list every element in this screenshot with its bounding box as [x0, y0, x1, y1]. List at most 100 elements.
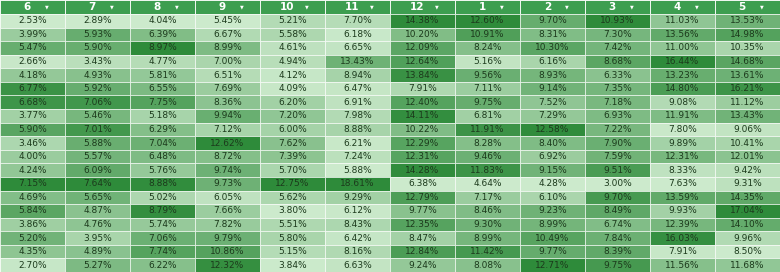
Bar [325, 218, 390, 231]
Text: 7.98%: 7.98% [343, 111, 372, 120]
Text: 6.81%: 6.81% [473, 111, 502, 120]
Text: 7.64%: 7.64% [83, 179, 112, 188]
Text: 12.58%: 12.58% [535, 125, 569, 134]
Text: 8.99%: 8.99% [473, 234, 502, 243]
Text: 10.35%: 10.35% [730, 44, 764, 52]
Text: 7.91%: 7.91% [668, 247, 697, 256]
Bar [65, 190, 130, 204]
Bar [130, 204, 195, 218]
Text: 2.70%: 2.70% [18, 261, 47, 270]
Bar [390, 123, 455, 136]
Text: 14.35%: 14.35% [730, 193, 764, 202]
Text: 8.50%: 8.50% [733, 247, 762, 256]
Text: 12.64%: 12.64% [406, 57, 440, 66]
Bar [130, 82, 195, 95]
Bar [65, 55, 130, 68]
Text: 12.84%: 12.84% [406, 247, 440, 256]
Text: 7.35%: 7.35% [603, 84, 632, 93]
Text: 9: 9 [218, 2, 226, 12]
Text: 4.24%: 4.24% [18, 166, 47, 175]
Text: 4.77%: 4.77% [148, 57, 177, 66]
Text: 5.81%: 5.81% [148, 71, 177, 80]
Text: 12: 12 [410, 2, 424, 12]
Bar [260, 190, 325, 204]
Bar [650, 14, 715, 27]
Text: 6.20%: 6.20% [278, 98, 307, 107]
Text: 7.04%: 7.04% [148, 138, 177, 147]
Bar [325, 136, 390, 150]
Bar [65, 41, 130, 55]
Text: 10.30%: 10.30% [535, 44, 569, 52]
Bar [455, 68, 520, 82]
Text: ▼: ▼ [45, 5, 48, 10]
Bar [455, 177, 520, 190]
Text: 6.18%: 6.18% [343, 30, 372, 39]
Text: 13.43%: 13.43% [340, 57, 374, 66]
Text: 9.93%: 9.93% [668, 206, 697, 215]
Text: 17.04%: 17.04% [730, 206, 764, 215]
Text: 9.77%: 9.77% [408, 206, 437, 215]
Text: 4.94%: 4.94% [278, 57, 307, 66]
Bar [260, 109, 325, 123]
Text: 2: 2 [544, 2, 551, 12]
Bar [390, 109, 455, 123]
Bar [455, 245, 520, 258]
Text: 5.27%: 5.27% [83, 261, 112, 270]
Bar [65, 218, 130, 231]
Text: 13.84%: 13.84% [406, 71, 440, 80]
Text: 5.18%: 5.18% [148, 111, 177, 120]
Text: 9.14%: 9.14% [538, 84, 567, 93]
Bar [520, 82, 585, 95]
Text: 5.93%: 5.93% [83, 30, 112, 39]
Text: 5.57%: 5.57% [83, 152, 112, 161]
Bar [455, 123, 520, 136]
Bar [390, 27, 455, 41]
Bar [650, 41, 715, 55]
Text: 8.79%: 8.79% [148, 206, 177, 215]
Text: 6.00%: 6.00% [278, 125, 307, 134]
Text: 7.75%: 7.75% [148, 98, 177, 107]
Text: 8.28%: 8.28% [473, 138, 502, 147]
Text: 9.42%: 9.42% [733, 166, 762, 175]
Bar [195, 41, 260, 55]
Text: 14.98%: 14.98% [730, 30, 764, 39]
Text: 3.80%: 3.80% [278, 206, 307, 215]
Bar [260, 82, 325, 95]
Text: 6.93%: 6.93% [603, 111, 632, 120]
Bar [260, 14, 325, 27]
Bar [520, 136, 585, 150]
Bar [650, 163, 715, 177]
Text: 6.48%: 6.48% [148, 152, 177, 161]
Text: 11.56%: 11.56% [665, 261, 700, 270]
Bar [130, 27, 195, 41]
Bar [390, 136, 455, 150]
Bar [650, 218, 715, 231]
Bar [325, 177, 390, 190]
Bar [0, 123, 65, 136]
Text: 6.22%: 6.22% [148, 261, 177, 270]
Bar [65, 163, 130, 177]
Bar [390, 14, 455, 27]
Bar [585, 245, 650, 258]
Text: 9.51%: 9.51% [603, 166, 632, 175]
Text: 4.04%: 4.04% [148, 16, 177, 25]
Text: 8.94%: 8.94% [343, 71, 372, 80]
Text: 6.21%: 6.21% [343, 138, 372, 147]
Bar [650, 150, 715, 163]
Bar [325, 190, 390, 204]
Text: 7.80%: 7.80% [668, 125, 697, 134]
Text: 9.29%: 9.29% [343, 193, 372, 202]
Bar [260, 136, 325, 150]
Text: 10.49%: 10.49% [535, 234, 569, 243]
Bar [130, 245, 195, 258]
Bar [65, 95, 130, 109]
Text: 11.91%: 11.91% [665, 111, 700, 120]
Text: 6.29%: 6.29% [148, 125, 177, 134]
Text: 3.46%: 3.46% [18, 138, 47, 147]
Text: 5.51%: 5.51% [278, 220, 307, 229]
Text: 16.21%: 16.21% [730, 84, 764, 93]
Text: 6.33%: 6.33% [603, 71, 632, 80]
Text: 11.03%: 11.03% [665, 16, 700, 25]
Text: 3.86%: 3.86% [18, 220, 47, 229]
Bar [585, 82, 650, 95]
